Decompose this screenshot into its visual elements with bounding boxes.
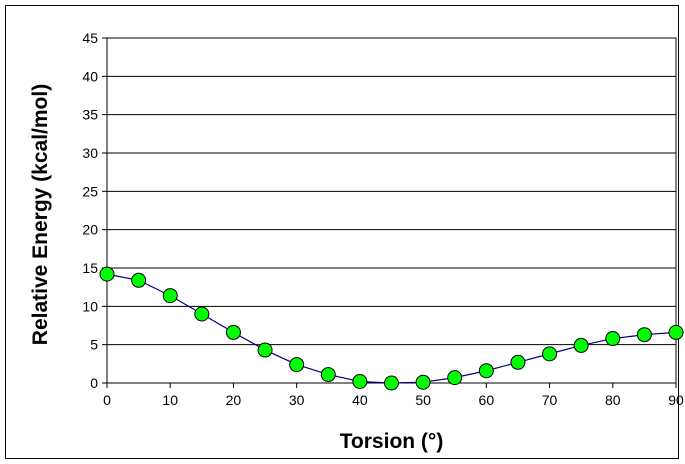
- data-point: [131, 272, 147, 288]
- x-tick-label: 30: [289, 392, 305, 408]
- x-tick-label: 20: [226, 392, 242, 408]
- data-point: [573, 337, 589, 353]
- axis-ticks: 0 5 10 15 20 25 30 35 40 45 0 10 20 30 40 50 60 70 80 90: [82, 30, 684, 408]
- y-tick-label: 40: [82, 68, 98, 84]
- x-tick-label: 10: [162, 392, 178, 408]
- y-tick-label: 10: [82, 298, 98, 314]
- x-tick-label: 60: [479, 392, 495, 408]
- data-point: [320, 367, 336, 383]
- x-tick-label: 50: [415, 392, 431, 408]
- data-point: [447, 370, 463, 386]
- data-point: [415, 374, 431, 390]
- y-tick-label: 45: [82, 30, 98, 46]
- data-point: [384, 375, 399, 391]
- data-point: [605, 331, 621, 347]
- data-point: [668, 324, 684, 340]
- x-tick-label: 70: [542, 392, 558, 408]
- x-axis-title: Torsion (°): [340, 430, 444, 453]
- data-point: [194, 306, 210, 322]
- data-point: [478, 363, 494, 379]
- grid-lines: [107, 37, 676, 346]
- plot-area: [106, 37, 677, 384]
- data-point: [99, 266, 115, 282]
- data-point: [352, 373, 368, 389]
- x-tick-label: 40: [352, 392, 368, 408]
- y-tick-label: 25: [82, 183, 98, 199]
- y-tick-label: 35: [82, 107, 98, 123]
- y-tick-label: 5: [90, 337, 98, 353]
- data-point: [510, 354, 526, 370]
- data-point: [636, 327, 652, 343]
- y-tick-label: 20: [82, 222, 98, 238]
- data-point: [289, 357, 305, 373]
- x-tick-label: 0: [103, 392, 111, 408]
- data-point: [542, 346, 558, 362]
- x-tick-label: 80: [605, 392, 621, 408]
- y-axis-title: Relative Energy (kcal/mol): [29, 84, 52, 345]
- series-line: [106, 273, 677, 384]
- x-tick-label: 90: [668, 392, 684, 408]
- y-tick-label: 0: [90, 375, 98, 391]
- data-point: [162, 288, 178, 304]
- data-series: [99, 266, 684, 391]
- data-point: [225, 324, 241, 340]
- y-tick-label: 15: [82, 260, 98, 276]
- y-tick-label: 30: [82, 145, 98, 161]
- data-point: [257, 342, 273, 358]
